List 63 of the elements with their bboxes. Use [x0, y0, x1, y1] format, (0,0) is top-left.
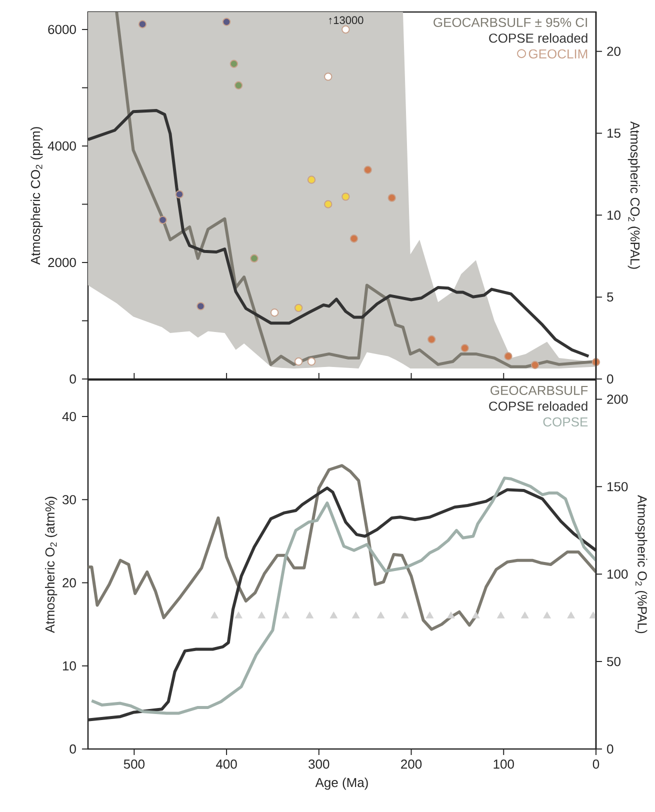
y-tick-label: 0 — [70, 374, 76, 384]
y-tick-label: 6000 — [48, 24, 76, 34]
line-series — [86, 108, 590, 358]
y2-tick-label: 100 — [608, 570, 628, 579]
point — [158, 216, 167, 224]
x-tick-label: 200 — [401, 760, 422, 769]
point — [196, 302, 205, 310]
point — [230, 60, 238, 68]
y-axis-title: Atmospheric CO$_{2}$ (ppm) — [30, 127, 43, 265]
point — [324, 200, 332, 208]
y-axis-title: Atmospheric O$_{2}$ (atm%) — [45, 496, 58, 633]
y2-tick-label: 150 — [608, 482, 628, 492]
point — [294, 357, 303, 366]
y-tick-label: 2000 — [48, 258, 76, 268]
point — [388, 194, 396, 202]
point — [364, 166, 372, 174]
point — [307, 176, 316, 184]
point — [234, 81, 243, 90]
y-tick-label: 40 — [62, 412, 76, 422]
y2-tick-label: 0 — [607, 744, 614, 754]
point — [307, 357, 316, 366]
x-tick-label: 400 — [216, 760, 237, 769]
annotation: ↑13000 — [329, 16, 364, 24]
point — [294, 304, 303, 312]
x-tick-label: 0 — [592, 760, 600, 769]
point — [530, 360, 540, 370]
y-tick-label: 30 — [62, 495, 76, 504]
point — [342, 192, 350, 201]
point — [222, 18, 231, 26]
text: COPSE — [543, 417, 588, 427]
y2-tick-label: 50 — [607, 656, 620, 666]
point — [270, 308, 279, 317]
point — [460, 344, 469, 352]
text: COPSE reloaded — [489, 33, 588, 43]
y2-axis-title: Atmospheric CO$_{2}$ (%PAL) — [628, 121, 640, 269]
point — [342, 25, 350, 34]
point — [504, 352, 512, 360]
line-series — [86, 464, 598, 631]
x-tick-label: 500 — [124, 760, 145, 769]
y-tick-label: 10 — [62, 661, 76, 670]
legend-label: GEOCLIM — [528, 49, 588, 59]
y2-tick-label: 5 — [607, 292, 614, 302]
y2-tick-label: 10 — [608, 210, 620, 220]
point — [175, 190, 184, 198]
y2-tick-label: 20 — [607, 46, 620, 56]
x-tick-label: 300 — [308, 760, 330, 769]
x-axis-title: Age (Ma) — [315, 778, 368, 790]
y2-tick-label: 15 — [608, 128, 620, 138]
point — [427, 335, 436, 344]
point — [324, 72, 332, 81]
point — [250, 254, 258, 263]
point — [350, 234, 358, 243]
point — [138, 20, 147, 28]
y2-tick-label: 0 — [607, 374, 614, 384]
y-tick-label: 0 — [70, 744, 76, 754]
text: COPSE reloaded — [489, 401, 588, 411]
y-tick-label: 4000 — [48, 141, 76, 151]
y2-axis-title: Atmospheric O$_{2}$ (%PAL) — [635, 495, 648, 634]
y-tick-label: 20 — [62, 578, 76, 588]
y2-tick-label: 200 — [607, 394, 628, 404]
text: GEOCARBSULF ± 95% CI — [434, 18, 587, 28]
x-tick-label: 100 — [494, 760, 514, 769]
text: GEOCARBSULF — [490, 386, 588, 396]
